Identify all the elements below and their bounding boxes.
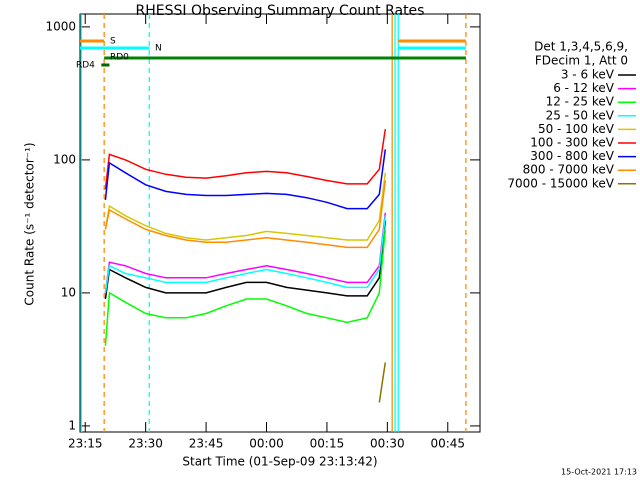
- series-line: [104, 215, 387, 294]
- x-tick-label: 23:30: [128, 437, 163, 451]
- legend-label: 12 - 25 keV: [546, 95, 615, 109]
- chart-title: RHESSI Observing Summary Count Rates: [136, 3, 425, 19]
- legend-label: 50 - 100 keV: [538, 122, 615, 136]
- x-tick-label: 00:45: [430, 437, 465, 451]
- x-axis-label: Start Time (01-Sep-09 23:13:42): [182, 455, 377, 469]
- series-line: [104, 149, 387, 210]
- legend-header: Det 1,3,4,5,6,9,: [534, 40, 628, 54]
- legend-header: FDecim 1, Att 0: [535, 54, 628, 68]
- y-tick-label: 1000: [45, 19, 76, 33]
- legend-label: 7000 - 15000 keV: [507, 176, 614, 190]
- series-line: [104, 180, 387, 249]
- x-tick-label: 00:00: [249, 437, 284, 451]
- flag-label: N: [155, 44, 162, 54]
- flag-label: S: [110, 37, 116, 47]
- legend-label: 300 - 800 keV: [530, 149, 614, 163]
- series-line: [104, 229, 387, 346]
- series-line: [104, 172, 387, 241]
- x-tick-label: 23:15: [68, 437, 103, 451]
- y-tick-label: 10: [61, 285, 76, 299]
- x-tick-label: 00:15: [310, 437, 345, 451]
- legend-label: 25 - 50 keV: [546, 108, 615, 122]
- flag-label: RD0: [110, 53, 129, 63]
- series-line: [104, 212, 387, 293]
- plot-frame: [79, 13, 481, 433]
- x-tick-label: 23:45: [189, 437, 224, 451]
- x-tick-label: 00:30: [370, 437, 405, 451]
- y-axis-label: Count Rate (s⁻¹ detector⁻¹): [23, 142, 37, 305]
- legend-label: 3 - 6 keV: [561, 68, 615, 82]
- flag-label: RD4: [76, 61, 95, 71]
- series-line: [378, 362, 387, 403]
- y-tick-label: 1: [68, 418, 76, 432]
- legend-label: 6 - 12 keV: [553, 81, 615, 95]
- series-line: [104, 129, 387, 190]
- series-line: [104, 220, 387, 300]
- legend-label: 800 - 7000 keV: [523, 163, 615, 177]
- y-tick-label: 100: [53, 152, 76, 166]
- footer: 15-Oct-2021 17:13: [561, 468, 637, 477]
- legend-label: 100 - 300 keV: [530, 136, 614, 150]
